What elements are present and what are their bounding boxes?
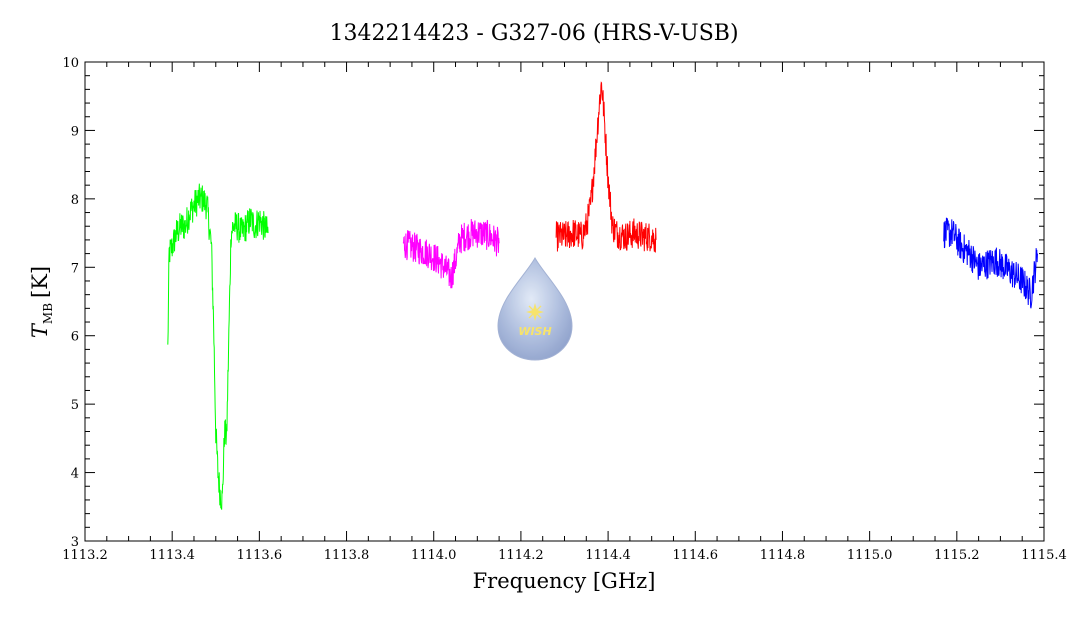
x-tick-label: 1113.6 (237, 548, 283, 563)
x-tick-label: 1115.0 (847, 548, 893, 563)
y-axis-label-unit: [K] (28, 266, 52, 298)
x-tick-label: 1114.2 (498, 548, 544, 563)
y-tick-label: 8 (71, 193, 79, 208)
series-layer (167, 81, 1038, 510)
series-line-2 (402, 219, 500, 289)
y-tick-label: 10 (62, 56, 79, 71)
axis-ticks (84, 61, 1045, 542)
y-tick-label: 4 (71, 467, 79, 482)
x-tick-label: 1114.8 (760, 548, 806, 563)
y-tick-label: 3 (71, 535, 79, 550)
chart-title: 1342214423 - G327-06 (HRS-V-USB) (329, 21, 738, 46)
x-tick-label: 1113.8 (324, 548, 370, 563)
y-tick-label: 9 (71, 124, 79, 139)
y-axis-label-symbol: T (28, 322, 52, 338)
x-tick-label: 1114.6 (673, 548, 719, 563)
y-tick-label: 6 (71, 330, 79, 345)
y-tick-label: 5 (71, 398, 79, 413)
axis-tick-labels: 1113.2 1113.4 1113.6 1113.8 1114.0 1114.2 1114… (62, 56, 1067, 563)
x-tick-label: 1114.4 (585, 548, 631, 563)
star-icon (526, 303, 544, 321)
wish-logo-text: WISH (518, 325, 551, 338)
plot-area: 1113.2 1113.4 1113.6 1113.8 1114.0 1114.2 1114… (62, 56, 1067, 563)
svg-text:TMB[K]: TMB [K] (28, 266, 55, 338)
series-line-1 (167, 183, 269, 510)
x-tick-label: 1115.4 (1021, 548, 1067, 563)
series-line-3 (555, 81, 657, 253)
x-tick-label: 1114.0 (411, 548, 457, 563)
series-line-4 (943, 217, 1038, 309)
y-axis-label: TMB [K] (28, 266, 55, 338)
x-tick-label: 1113.4 (149, 548, 195, 563)
wish-logo: WISH (497, 256, 573, 361)
y-tick-label: 7 (71, 261, 79, 276)
x-axis-label: Frequency [GHz] (473, 569, 656, 593)
x-tick-label: 1113.2 (62, 548, 108, 563)
y-axis-label-subscript: MB (41, 303, 55, 324)
x-tick-label: 1115.2 (934, 548, 980, 563)
